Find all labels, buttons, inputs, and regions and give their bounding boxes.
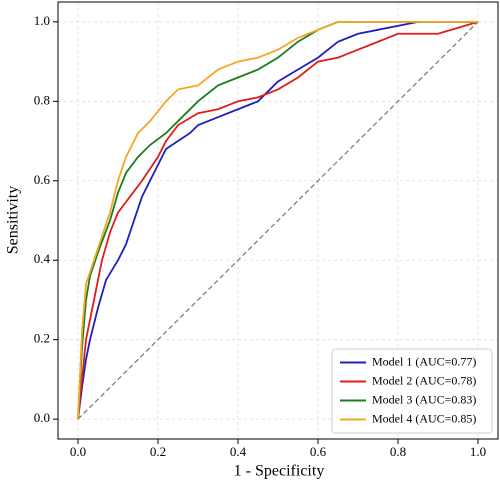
y-tick-label: 0.6 [34,172,51,187]
legend: Model 1 (AUC=0.77) Model 2 (AUC=0.78) Mode… [331,348,493,434]
x-tick-label: 0.0 [70,444,86,459]
reference-line [77,21,479,420]
roc-line [77,20,478,420]
plot-frame [57,1,499,440]
x-tick-label: 0.4 [230,444,247,459]
x-tick-label: 0.2 [150,444,166,459]
x-tick-label: 0.6 [310,444,327,459]
x-tick-label: 0.8 [390,444,406,459]
roc-line [77,20,478,420]
y-tick-label: 0.8 [34,92,50,107]
roc-line [77,21,479,420]
y-axis-label: Sensitivity [5,186,22,254]
y-tick-label: 0.0 [34,410,50,425]
y-tick-label: 0.2 [34,331,50,346]
roc-line [77,20,478,420]
legend-label: Model 4 (AUC=0.85) [372,411,476,425]
y-tick-label: 1.0 [34,13,50,28]
x-tick-label: 1.0 [470,444,486,459]
legend-box [331,348,493,434]
x-axis-label: 1 - Specificity [234,463,325,480]
y-tick-label: 0.4 [34,251,51,266]
legend-label: Model 1 (AUC=0.77) [372,354,476,368]
legend-label: Model 3 (AUC=0.83) [372,392,476,406]
legend-label: Model 2 (AUC=0.78) [372,373,476,387]
